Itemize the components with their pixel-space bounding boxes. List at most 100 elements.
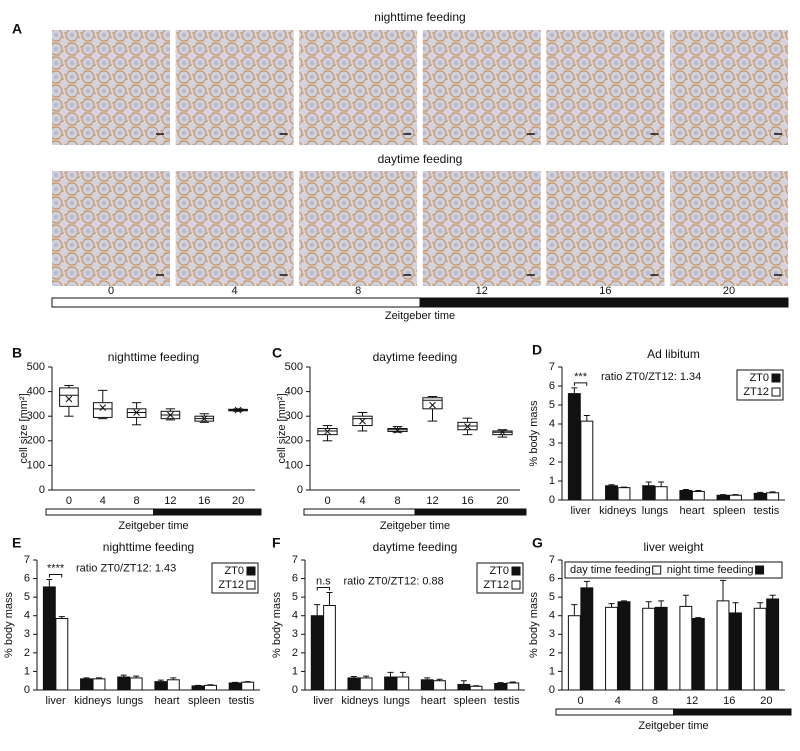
mean-marker xyxy=(499,428,506,436)
x-tick-label: 16 xyxy=(461,495,473,507)
x-tick-label: liver xyxy=(570,505,591,517)
bar xyxy=(580,587,594,691)
bar xyxy=(642,485,656,501)
error-bar xyxy=(58,616,65,619)
bar xyxy=(617,601,631,691)
micrograph xyxy=(670,30,788,145)
bar xyxy=(766,598,780,691)
y-tick-label: 6 xyxy=(549,572,555,584)
bar xyxy=(310,615,324,691)
error-bar xyxy=(682,489,689,491)
annotation: ratio ZT0/ZT12: 1.34 xyxy=(601,371,701,383)
y-tick-label: 7 xyxy=(24,554,30,566)
light-bar xyxy=(303,508,416,516)
legend-swatch xyxy=(246,566,256,576)
significance-label: **** xyxy=(47,562,65,574)
x-axis-label: Zeitgeber time xyxy=(380,520,450,532)
error-bar xyxy=(207,684,214,686)
chart-title: daytime feeding xyxy=(373,350,458,364)
bar xyxy=(753,607,767,691)
y-tick-label: 4 xyxy=(549,610,555,622)
row-title: nighttime feeding xyxy=(374,10,465,24)
bar xyxy=(716,494,730,501)
error-bar xyxy=(571,387,578,394)
chart-title: daytime feeding xyxy=(373,540,458,554)
x-tick-label: testis xyxy=(754,505,780,517)
x-tick-label: 20 xyxy=(723,285,735,297)
bar xyxy=(729,612,742,691)
y-tick-label: 3 xyxy=(292,628,298,640)
error-bar xyxy=(473,685,480,687)
significance-label: n.s xyxy=(316,575,331,587)
y-tick-label: 1 xyxy=(549,475,555,487)
y-tick-label: 300 xyxy=(27,410,45,422)
y-tick-label: 200 xyxy=(27,435,45,447)
y-tick-label: 1 xyxy=(24,665,30,677)
y-tick-label: 0 xyxy=(297,484,303,496)
error-bar xyxy=(244,681,251,683)
error-bar xyxy=(757,491,764,494)
y-axis-label: % body mass xyxy=(271,591,283,658)
mean-marker xyxy=(324,428,331,435)
bar xyxy=(433,680,446,691)
x-tick-label: heart xyxy=(680,505,705,517)
micrograph xyxy=(299,30,418,145)
bar xyxy=(580,420,594,501)
x-tick-label: spleen xyxy=(713,505,745,517)
bar xyxy=(642,607,656,691)
panel-letter: A xyxy=(12,21,22,37)
x-tick-label: lungs xyxy=(384,695,411,707)
mean-marker xyxy=(99,404,107,411)
error-bar xyxy=(424,677,431,680)
bar xyxy=(129,677,143,691)
panel-letter: E xyxy=(12,535,21,551)
bar xyxy=(191,685,205,691)
error-bar xyxy=(732,602,739,613)
y-tick-label: 500 xyxy=(285,361,303,373)
y-tick-label: 100 xyxy=(27,459,45,471)
bar xyxy=(204,684,217,691)
x-tick-label: 0 xyxy=(108,285,114,297)
y-axis-label: cell size [mm²] xyxy=(18,393,30,463)
dark-bar xyxy=(414,508,527,516)
x-tick-label: lungs xyxy=(117,695,144,707)
error-bar xyxy=(170,677,177,680)
error-bar xyxy=(387,671,394,677)
bar xyxy=(42,586,56,691)
error-bar xyxy=(83,677,90,679)
x-tick-label: 16 xyxy=(599,285,611,297)
y-axis-label: % body mass xyxy=(3,591,15,658)
micrograph xyxy=(175,171,294,286)
bar xyxy=(753,492,767,501)
x-tick-label: heart xyxy=(155,695,180,707)
y-tick-label: 4 xyxy=(292,610,298,622)
mean-marker xyxy=(234,406,242,414)
bar xyxy=(80,678,93,691)
bar xyxy=(654,606,668,691)
error-bar xyxy=(326,592,333,606)
error-bar xyxy=(497,682,504,684)
box xyxy=(59,387,79,407)
x-tick-label: 8 xyxy=(652,695,658,707)
bar xyxy=(469,685,483,691)
mean-marker xyxy=(167,411,174,419)
chart-title: liver weight xyxy=(643,540,704,554)
light-bar xyxy=(45,508,154,516)
box xyxy=(92,402,113,418)
x-tick-label: 4 xyxy=(359,495,365,507)
error-bar xyxy=(682,594,689,607)
x-axis-label: Zeitgeber time xyxy=(385,310,455,322)
panel-letter: B xyxy=(12,345,22,361)
error-bar xyxy=(157,679,164,682)
x-tick-label: 12 xyxy=(164,495,176,507)
error-bar xyxy=(695,490,702,492)
error-bar xyxy=(769,594,776,599)
mean-marker xyxy=(464,423,471,430)
y-tick-label: 5 xyxy=(549,399,555,411)
x-tick-label: liver xyxy=(45,695,66,707)
error-bar xyxy=(720,579,727,601)
bar xyxy=(691,490,705,501)
x-tick-label: 16 xyxy=(198,495,210,507)
chart-title: nighttime feeding xyxy=(108,350,199,364)
dark-bar xyxy=(673,708,792,716)
